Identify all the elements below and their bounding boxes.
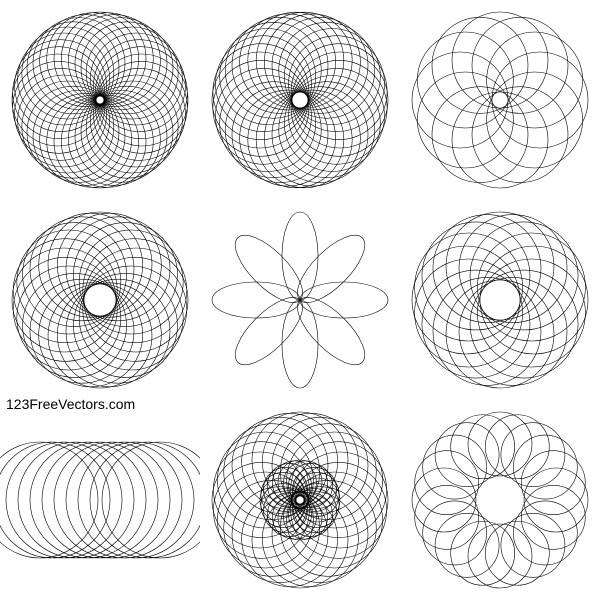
spirograph-cell-2 bbox=[400, 0, 600, 200]
spirograph-cell-6 bbox=[0, 400, 200, 600]
spirograph-cell-1 bbox=[200, 0, 400, 200]
spirograph-cell-7 bbox=[200, 400, 400, 600]
spirograph-cell-3 bbox=[0, 200, 200, 400]
spirograph-cell-5 bbox=[400, 200, 600, 400]
spirograph-cell-0 bbox=[0, 0, 200, 200]
watermark-text: 123FreeVectors.com bbox=[6, 396, 135, 412]
spirograph-cell-8 bbox=[400, 400, 600, 600]
spirograph-grid bbox=[0, 0, 600, 600]
spirograph-cell-4 bbox=[200, 200, 400, 400]
